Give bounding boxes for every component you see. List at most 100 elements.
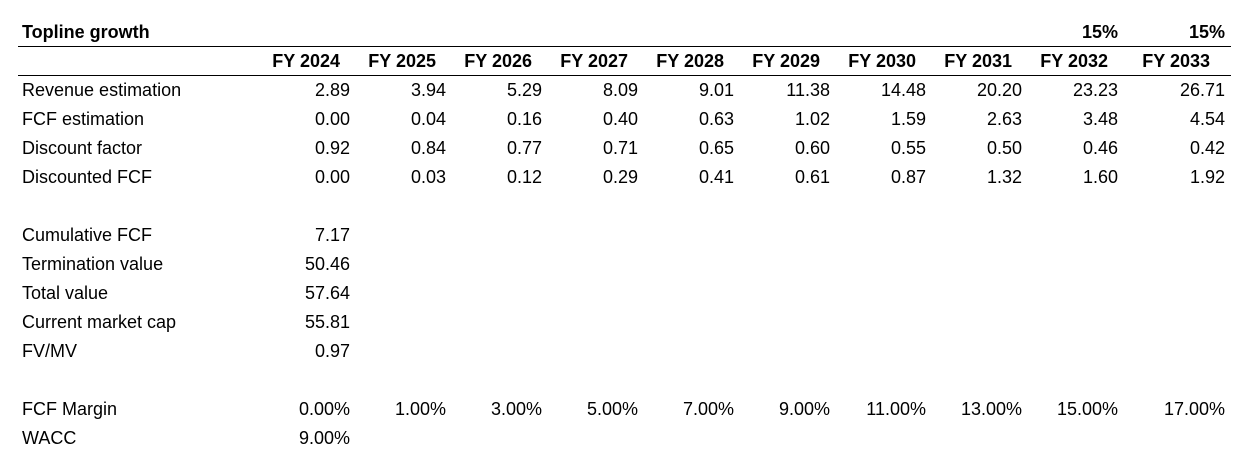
cell-value: 23.23	[1072, 80, 1118, 100]
cell-value: 0.00	[314, 167, 350, 187]
cell-value: 11.38	[786, 80, 830, 100]
cell-value: 0.84	[410, 138, 446, 158]
growth-note	[348, 18, 436, 47]
summary-row: Current market cap 55.81	[0, 308, 1253, 337]
wacc-row: WACC 9.00%	[0, 424, 1253, 453]
row-label: FCF estimation	[22, 109, 145, 129]
row-label: Total value	[22, 283, 109, 303]
cell-value: 7.17	[314, 225, 350, 245]
row-label: Termination value	[22, 254, 164, 274]
summary-row: Termination value 50.46	[0, 250, 1253, 279]
cell-value: 0.46	[1082, 138, 1118, 158]
cell-value: 0.55	[890, 138, 926, 158]
cell-value: 26.71	[1179, 80, 1225, 100]
cell-value: 55.81	[304, 312, 350, 332]
cell-value: 1.00%	[394, 399, 446, 419]
title-underline	[18, 46, 1231, 47]
growth-note	[540, 18, 628, 47]
row-label: FCF Margin	[22, 399, 118, 419]
year-header: FY 2027	[560, 51, 628, 71]
cell-value: 0.60	[794, 138, 830, 158]
cell-value: 0.63	[698, 109, 734, 129]
table-row: Discount factor 0.92 0.84 0.77 0.71 0.65…	[0, 134, 1253, 163]
year-header: FY 2033	[1142, 51, 1210, 71]
cell-value: 9.01	[698, 80, 734, 100]
table-row: FCF estimation 0.00 0.04 0.16 0.40 0.63 …	[0, 105, 1253, 134]
year-header: FY 2026	[464, 51, 532, 71]
cell-value: 9.00%	[778, 399, 830, 419]
growth-note	[924, 18, 1012, 47]
cell-value: 1.60	[1082, 167, 1118, 187]
cell-value: 0.16	[506, 109, 542, 129]
year-header: FY 2029	[752, 51, 820, 71]
year-header: FY 2031	[944, 51, 1012, 71]
year-header: FY 2025	[368, 51, 436, 71]
table-row: Revenue estimation 2.89 3.94 5.29 8.09 9…	[0, 76, 1253, 105]
cell-value: 0.04	[410, 109, 446, 129]
cell-value: 1.32	[986, 167, 1022, 187]
year-header: FY 2032	[1040, 51, 1108, 71]
cell-value: 50.46	[304, 254, 350, 274]
cell-value: 3.48	[1082, 109, 1118, 129]
table-title: Topline growth	[22, 22, 150, 42]
header-underline	[18, 75, 1231, 76]
summary-row: Total value 57.64	[0, 279, 1253, 308]
cell-value: 57.64	[304, 283, 350, 303]
cell-value: 17.00%	[1163, 399, 1225, 419]
cell-value: 1.02	[794, 109, 830, 129]
cell-value: 0.41	[698, 167, 734, 187]
cell-value: 5.29	[506, 80, 542, 100]
cell-value: 14.48	[880, 80, 926, 100]
cell-value: 20.20	[976, 80, 1022, 100]
cell-value: 0.42	[1189, 138, 1225, 158]
cell-value: 0.97	[314, 341, 350, 361]
cell-value: 15.00%	[1056, 399, 1118, 419]
cell-value: 0.29	[602, 167, 638, 187]
cell-value: 0.71	[602, 138, 638, 158]
row-label: Cumulative FCF	[22, 225, 153, 245]
growth-note	[732, 18, 820, 47]
cell-value: 9.00%	[298, 428, 350, 448]
cell-value: 0.00%	[298, 399, 350, 419]
cell-value: 4.54	[1189, 109, 1225, 129]
cell-value: 11.00%	[866, 399, 926, 419]
cell-value: 0.03	[410, 167, 446, 187]
cell-value: 0.61	[794, 167, 830, 187]
growth-note	[636, 18, 724, 47]
year-header: FY 2028	[656, 51, 724, 71]
table-row: Discounted FCF 0.00 0.03 0.12 0.29 0.41 …	[0, 163, 1253, 192]
cell-value: 3.94	[410, 80, 446, 100]
row-label: Revenue estimation	[22, 80, 182, 100]
year-header: FY 2030	[848, 51, 916, 71]
title-row: Topline growth 15% 15%	[0, 18, 1253, 47]
row-label: Discount factor	[22, 138, 143, 158]
cell-value: 2.89	[314, 80, 350, 100]
year-header: FY 2024	[272, 51, 340, 71]
cell-value: 0.00	[314, 109, 350, 129]
growth-note: 15%	[1081, 22, 1118, 42]
cell-value: 5.00%	[586, 399, 638, 419]
cell-value: 1.59	[890, 109, 926, 129]
cell-value: 0.92	[314, 138, 350, 158]
cell-value: 1.92	[1189, 167, 1225, 187]
cell-value: 8.09	[602, 80, 638, 100]
margin-row: FCF Margin 0.00% 1.00% 3.00% 5.00% 7.00%…	[0, 395, 1253, 424]
cell-value: 3.00%	[490, 399, 542, 419]
summary-row: Cumulative FCF 7.17	[0, 221, 1253, 250]
cell-value: 13.00%	[960, 399, 1022, 419]
row-label: Discounted FCF	[22, 167, 153, 187]
cell-value: 0.50	[986, 138, 1022, 158]
cell-value: 0.87	[890, 167, 926, 187]
cell-value: 0.65	[698, 138, 734, 158]
growth-note	[828, 18, 916, 47]
summary-row: FV/MV 0.97	[0, 337, 1253, 366]
year-header-row: FY 2024 FY 2025 FY 2026 FY 2027 FY 2028 …	[0, 47, 1253, 76]
cell-value: 0.40	[602, 109, 638, 129]
row-label: Current market cap	[22, 312, 177, 332]
row-label: WACC	[22, 428, 77, 448]
cell-value: 0.12	[506, 167, 542, 187]
growth-note	[252, 18, 340, 47]
cell-value: 0.77	[506, 138, 542, 158]
growth-note	[444, 18, 532, 47]
